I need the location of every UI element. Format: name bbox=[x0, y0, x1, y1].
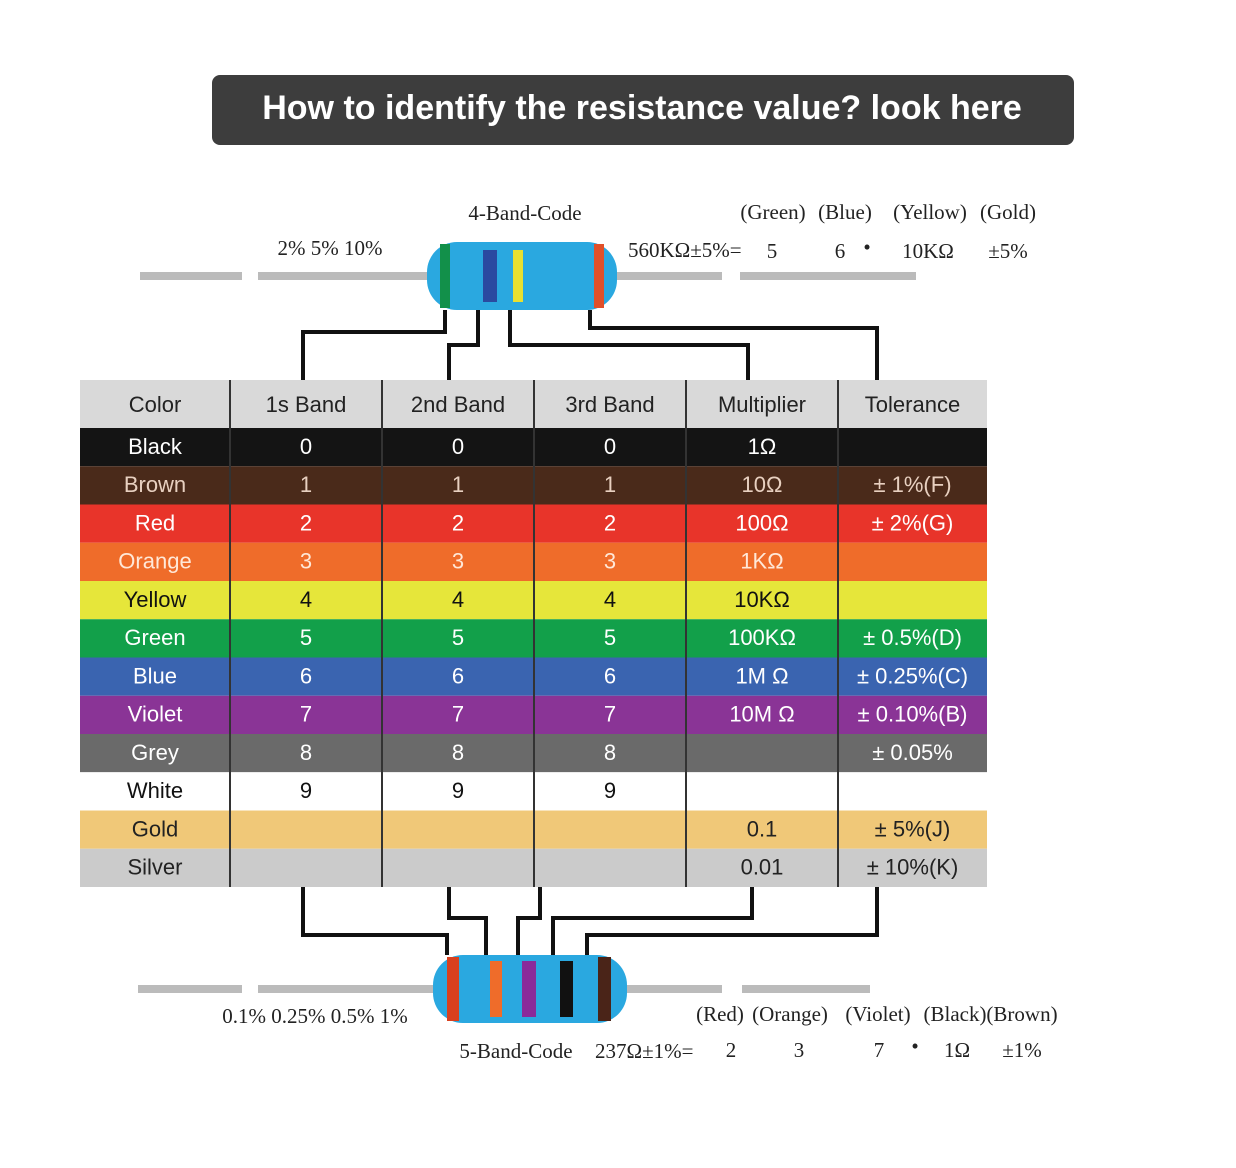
table-cell: 5 bbox=[604, 625, 616, 650]
table-cell: 3 bbox=[604, 549, 616, 574]
operator: • bbox=[911, 1034, 918, 1058]
table-cell: Red bbox=[135, 510, 175, 535]
title: How to identify the resistance value? lo… bbox=[262, 89, 1022, 127]
band-value: ±5% bbox=[988, 239, 1028, 263]
band-value: 2 bbox=[726, 1038, 737, 1062]
table-cell: Blue bbox=[133, 663, 177, 688]
color-name: (Brown) bbox=[986, 1002, 1057, 1026]
table-header: Multiplier bbox=[718, 392, 806, 417]
table-cell: White bbox=[127, 778, 183, 803]
table-cell: 4 bbox=[452, 587, 464, 612]
table-cell: 8 bbox=[300, 740, 312, 765]
table-cell: 6 bbox=[300, 663, 312, 688]
table-cell: 0.01 bbox=[741, 855, 784, 880]
table-header: 1s Band bbox=[266, 392, 347, 417]
color-name: (Gold) bbox=[980, 200, 1036, 224]
color-name: (Red) bbox=[696, 1002, 744, 1026]
band-value: 1Ω bbox=[944, 1038, 970, 1062]
table-cell: 0 bbox=[452, 434, 464, 459]
table-cell: 6 bbox=[452, 663, 464, 688]
table-cell: ± 0.05% bbox=[872, 740, 953, 765]
table-cell: 100KΩ bbox=[728, 625, 796, 650]
table-cell: 10Ω bbox=[742, 472, 783, 497]
band-value: 10KΩ bbox=[902, 239, 954, 263]
color-name: (Green) bbox=[740, 200, 805, 224]
table-cell: 100Ω bbox=[735, 510, 788, 535]
table-cell: 1 bbox=[300, 472, 312, 497]
table-cell: 8 bbox=[452, 740, 464, 765]
table-cell: 0.1 bbox=[747, 816, 778, 841]
table-cell: ± 2%(G) bbox=[872, 510, 954, 535]
band-value: 3 bbox=[794, 1038, 805, 1062]
table-cell: 1 bbox=[452, 472, 464, 497]
table-header: Tolerance bbox=[865, 392, 960, 417]
table-cell: 2 bbox=[300, 510, 312, 535]
table-cell: 5 bbox=[300, 625, 312, 650]
table-cell: 2 bbox=[604, 510, 616, 535]
table-cell: 2 bbox=[452, 510, 464, 535]
table-cell: 1Ω bbox=[748, 434, 777, 459]
table-cell: 1 bbox=[604, 472, 616, 497]
title-box bbox=[212, 75, 1074, 145]
table-cell: 4 bbox=[604, 587, 616, 612]
band-label: 5-Band-Code bbox=[459, 1039, 572, 1063]
equation: 237Ω±1%= bbox=[595, 1039, 693, 1063]
table-cell: ± 5%(J) bbox=[875, 816, 951, 841]
table-cell: 5 bbox=[452, 625, 464, 650]
band-value: 5 bbox=[767, 239, 778, 263]
table-cell: Orange bbox=[118, 549, 191, 574]
table-cell: Brown bbox=[124, 472, 186, 497]
table-cell: 0 bbox=[300, 434, 312, 459]
table-cell: 9 bbox=[604, 778, 616, 803]
table-cell: Violet bbox=[128, 702, 183, 727]
band-value: ±1% bbox=[1002, 1038, 1042, 1062]
table-cell: Grey bbox=[131, 740, 179, 765]
table-cell: 7 bbox=[452, 702, 464, 727]
table-cell: 0 bbox=[604, 434, 616, 459]
color-name: (Black) bbox=[924, 1002, 987, 1026]
table-cell: ± 0.5%(D) bbox=[863, 625, 962, 650]
table-cell: Gold bbox=[132, 816, 178, 841]
resistor-5band bbox=[138, 887, 879, 1023]
table-cell: 8 bbox=[604, 740, 616, 765]
table-header: 2nd Band bbox=[411, 392, 505, 417]
operator: • bbox=[863, 235, 870, 259]
table-cell: 1KΩ bbox=[740, 549, 783, 574]
table-cell: 4 bbox=[300, 587, 312, 612]
table-cell: 6 bbox=[604, 663, 616, 688]
tolerance-list: 2% 5% 10% bbox=[278, 236, 383, 260]
color-name: (Orange) bbox=[752, 1002, 828, 1026]
table-cell: 1M Ω bbox=[735, 663, 788, 688]
table-cell: 7 bbox=[300, 702, 312, 727]
resistor-4band bbox=[140, 242, 916, 380]
table-cell: Silver bbox=[127, 855, 182, 880]
table-header: Color bbox=[129, 392, 182, 417]
band-value: 6 bbox=[835, 239, 846, 263]
band-value: 7 bbox=[874, 1038, 885, 1062]
table-cell: 3 bbox=[300, 549, 312, 574]
table-cell: 9 bbox=[452, 778, 464, 803]
table-cell: 10KΩ bbox=[734, 587, 790, 612]
table-header: 3rd Band bbox=[565, 392, 654, 417]
table-cell: 10M Ω bbox=[729, 702, 794, 727]
table-cell: ± 0.10%(B) bbox=[858, 702, 968, 727]
color-name: (Blue) bbox=[818, 200, 872, 224]
table-cell: 3 bbox=[452, 549, 464, 574]
table-cell: ± 0.25%(C) bbox=[857, 663, 968, 688]
equation: 560KΩ±5%= bbox=[628, 238, 742, 262]
table-cell: Black bbox=[128, 434, 183, 459]
table-cell: Green bbox=[124, 625, 185, 650]
color-name: (Violet) bbox=[845, 1002, 910, 1026]
table-cell: ± 10%(K) bbox=[867, 855, 959, 880]
band-label: 4-Band-Code bbox=[468, 201, 581, 225]
table-cell: Yellow bbox=[124, 587, 187, 612]
table-cell: 9 bbox=[300, 778, 312, 803]
table-cell: 7 bbox=[604, 702, 616, 727]
table-cell: ± 1%(F) bbox=[873, 472, 951, 497]
tolerance-list: 0.1% 0.25% 0.5% 1% bbox=[222, 1004, 407, 1028]
color-name: (Yellow) bbox=[893, 200, 967, 224]
